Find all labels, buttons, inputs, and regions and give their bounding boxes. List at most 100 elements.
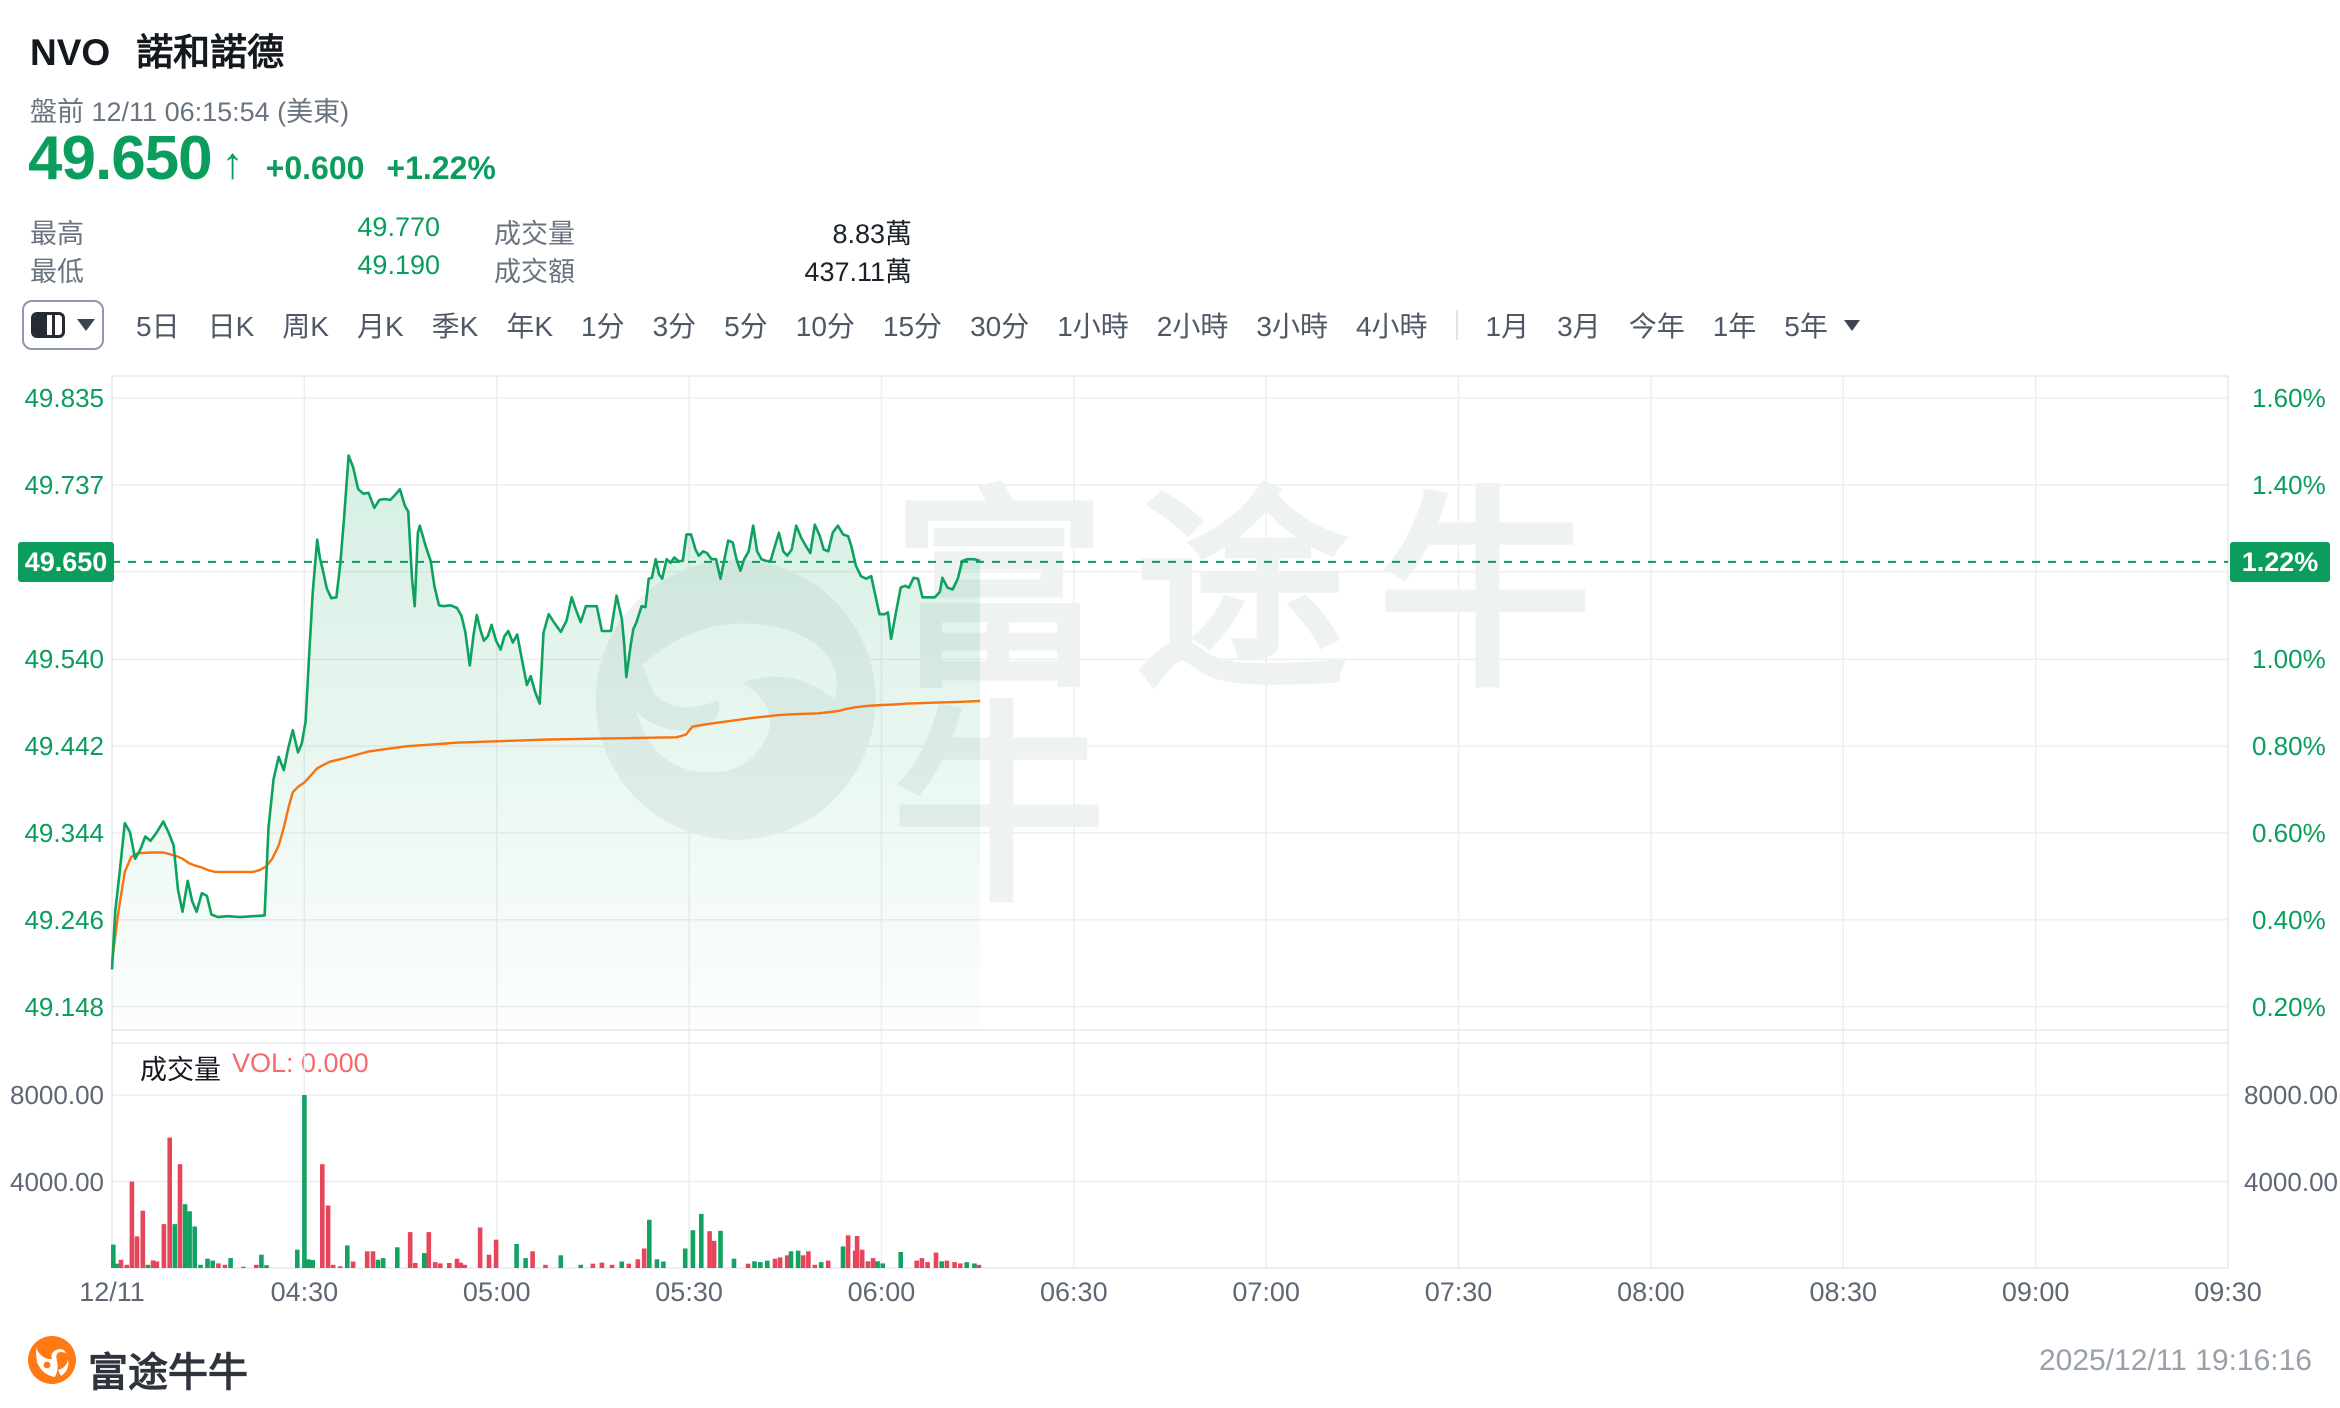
more-periods-chevron-icon[interactable] <box>1843 319 1860 331</box>
brand-name: 富途牛牛 <box>88 1351 248 1395</box>
percent-axis-label: 0.40% <box>2252 904 2326 935</box>
tab-4小時[interactable]: 4小時 <box>1355 311 1428 342</box>
volume-bar <box>859 1249 865 1268</box>
time-axis-label: 05:00 <box>462 1277 531 1307</box>
volume-bar <box>477 1227 483 1268</box>
volume-axis-label: 8000.00 <box>2244 1080 2338 1110</box>
chart-type-dropdown-button[interactable] <box>22 300 104 350</box>
volume-bar <box>264 1265 269 1268</box>
high-value: 49.770 <box>357 212 440 242</box>
tab-5年[interactable]: 5年 <box>1784 311 1828 342</box>
volume-bar <box>320 1164 325 1268</box>
tab-5日[interactable]: 5日 <box>136 311 180 342</box>
volume-bar <box>462 1264 467 1268</box>
volume-axis-label: 4000.00 <box>10 1166 104 1197</box>
volume-bar <box>205 1258 210 1268</box>
volume-bar <box>413 1263 418 1268</box>
volume-bar <box>345 1245 350 1268</box>
volume-bar <box>609 1264 615 1268</box>
volume-bar <box>972 1263 977 1268</box>
volume-bar <box>543 1264 548 1268</box>
volume-bar <box>228 1258 233 1268</box>
tab-周K[interactable]: 周K <box>282 311 329 342</box>
volume-value-readout: VOL: 0.000 <box>232 1048 369 1078</box>
time-axis-label: 04:30 <box>270 1277 339 1307</box>
tab-季K[interactable]: 季K <box>431 311 479 342</box>
volume-bar <box>865 1261 871 1268</box>
volume-bar <box>145 1264 151 1268</box>
volume-bar <box>654 1259 660 1268</box>
volume-value: 8.83萬 <box>832 219 912 249</box>
price-axis-label: 49.148 <box>24 991 104 1022</box>
volume-bar <box>914 1260 919 1268</box>
price-axis-label: 49.442 <box>24 731 104 762</box>
current-price: 49.650 <box>28 124 213 193</box>
tab-3分[interactable]: 3分 <box>652 311 697 342</box>
volume-bar <box>111 1244 116 1268</box>
volume-bar <box>939 1261 944 1268</box>
volume-bar <box>818 1262 824 1268</box>
price-change: +0.600 <box>265 150 365 186</box>
percent-axis-label: 0.60% <box>2252 817 2326 848</box>
tab-今年[interactable]: 今年 <box>1628 311 1685 342</box>
volume-bar <box>140 1210 146 1268</box>
tab-1年[interactable]: 1年 <box>1712 311 1757 342</box>
volume-bar <box>134 1236 140 1268</box>
volume-bar <box>788 1251 794 1268</box>
tab-3月[interactable]: 3月 <box>1557 311 1601 342</box>
volume-bar <box>784 1255 790 1268</box>
volume-bar <box>514 1244 519 1268</box>
price-axis-label: 49.344 <box>24 817 104 848</box>
volume-bar <box>925 1262 930 1268</box>
tab-30分[interactable]: 30分 <box>970 311 1030 342</box>
volume-bar <box>845 1235 851 1268</box>
volume-bar <box>840 1246 846 1268</box>
percent-axis-label: 1.40% <box>2252 469 2326 500</box>
tab-2小時[interactable]: 2小時 <box>1156 311 1229 342</box>
page-title: NVO 諾和諾德 <box>30 22 284 76</box>
tab-1小時[interactable]: 1小時 <box>1057 311 1129 342</box>
chart-type-icon <box>31 312 65 338</box>
chart-interactive-region[interactable] <box>112 376 2228 1268</box>
volume-bar <box>407 1232 413 1268</box>
tab-10分[interactable]: 10分 <box>795 311 855 342</box>
time-axis-label: 06:30 <box>1040 1277 1108 1307</box>
volume-bar <box>129 1181 135 1268</box>
turnover-value: 437.11萬 <box>804 257 912 287</box>
volume-bar <box>458 1262 464 1268</box>
volume-bar <box>432 1262 438 1268</box>
price-line <box>110 454 981 970</box>
volume-bar <box>854 1236 860 1268</box>
volume-bar <box>699 1213 704 1268</box>
tab-1分[interactable]: 1分 <box>581 311 625 342</box>
chevron-down-icon <box>77 319 95 331</box>
price-axis-label: 49.246 <box>24 904 104 935</box>
volume-bar <box>958 1263 963 1268</box>
tab-月K[interactable]: 月K <box>356 311 404 342</box>
volume-bar <box>964 1262 969 1268</box>
volume-bar <box>150 1260 156 1268</box>
up-arrow-icon: ↑ <box>221 139 244 188</box>
tab-15分[interactable]: 15分 <box>882 311 943 342</box>
volume-bar <box>172 1224 178 1268</box>
volume-bar <box>216 1263 221 1268</box>
volume-pane-label: 成交量 <box>140 1055 221 1085</box>
volume-bar <box>364 1251 370 1268</box>
percent-axis-label: 1.00% <box>2252 644 2326 675</box>
volume-bar <box>711 1240 717 1268</box>
volume-bar <box>795 1250 801 1268</box>
volume-bar <box>187 1211 192 1268</box>
tab-1月[interactable]: 1月 <box>1485 311 1530 342</box>
volume-bar <box>295 1249 300 1268</box>
volume-bar <box>599 1262 605 1268</box>
low-value: 49.190 <box>357 250 440 280</box>
time-axis-label: 08:00 <box>1617 1277 1685 1307</box>
tab-3小時[interactable]: 3小時 <box>1256 311 1328 342</box>
volume-bar <box>305 1259 311 1268</box>
volume-bar <box>952 1262 957 1268</box>
volume-bar <box>690 1230 696 1268</box>
tab-5分[interactable]: 5分 <box>724 311 768 342</box>
tab-年K[interactable]: 年K <box>506 311 554 342</box>
tab-日K[interactable]: 日K <box>207 311 255 342</box>
